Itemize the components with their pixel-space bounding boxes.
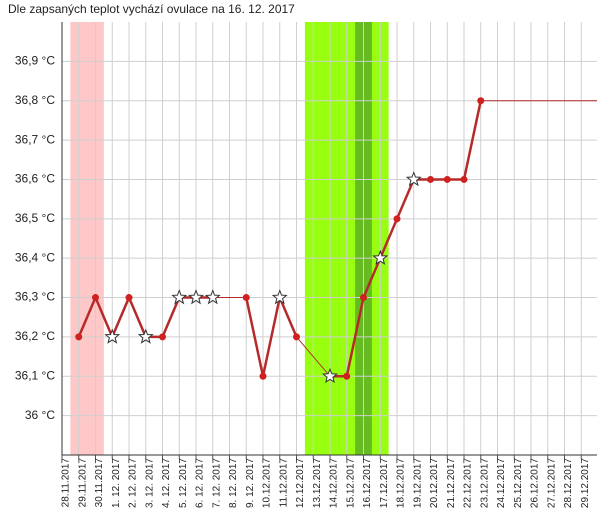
- star-marker: [321, 367, 339, 383]
- x-tick-label: 30.11.2017: [94, 458, 105, 508]
- x-tick-label: 18.12.2017: [396, 458, 407, 508]
- y-tick-label: 36 °C: [25, 408, 55, 422]
- dot-marker: [259, 372, 267, 380]
- dot-marker: [393, 215, 401, 223]
- x-tick-label: 21.12.2017: [446, 458, 457, 508]
- dot-marker: [360, 294, 367, 302]
- x-tick-label: 29.11.2017: [77, 458, 88, 508]
- x-tick-label: 10.12.2017: [262, 458, 273, 508]
- x-tick-label: 9. 12. 2017: [245, 458, 256, 508]
- x-tick-label: 5. 12. 2017: [178, 458, 189, 508]
- y-tick-label: 36,3 °C: [15, 290, 55, 304]
- x-tick-label: 25.12.2017: [513, 458, 524, 508]
- dot-marker: [343, 372, 351, 380]
- x-tick-label: 20.12.2017: [429, 458, 440, 508]
- x-tick-label: 17.12.2017: [379, 458, 390, 508]
- x-tick-label: 3. 12. 2017: [144, 458, 155, 508]
- x-tick-label: 22.12.2017: [463, 458, 474, 508]
- x-tick-label: 29.12.2017: [580, 458, 591, 508]
- dot-marker: [477, 97, 485, 105]
- x-tick-label: 14.12.2017: [329, 458, 340, 508]
- x-tick-label: 15.12.2017: [345, 458, 356, 508]
- x-tick-label: 27.12.2017: [546, 458, 557, 508]
- y-tick-label: 36,4 °C: [15, 250, 55, 264]
- band: [70, 22, 104, 455]
- chart-title: Dle zapsaných teplot vychází ovulace na …: [8, 2, 295, 16]
- star-marker: [204, 289, 221, 305]
- y-tick-label: 36,1 °C: [15, 368, 55, 382]
- x-tick-label: 16.12.2017: [362, 458, 373, 508]
- x-tick-label: 13.12.2017: [312, 458, 323, 508]
- dot-marker: [427, 175, 434, 183]
- y-tick-label: 36,9 °C: [15, 54, 55, 68]
- x-tick-label: 19.12.2017: [412, 458, 423, 508]
- star-marker: [187, 289, 205, 305]
- x-tick-label: 12.12.2017: [295, 458, 306, 508]
- star-marker: [271, 289, 288, 305]
- star-marker: [171, 289, 188, 305]
- star-marker: [137, 328, 154, 344]
- y-tick-label: 36,8 °C: [15, 93, 55, 107]
- star-marker: [405, 171, 422, 187]
- x-tick-label: 28.12.2017: [563, 458, 574, 508]
- star-marker: [372, 249, 389, 265]
- x-tick-label: 2. 12. 2017: [128, 458, 139, 508]
- y-tick-label: 36,7 °C: [15, 132, 55, 146]
- x-tick-label: 4. 12. 2017: [161, 458, 172, 508]
- dot-marker: [242, 294, 250, 302]
- x-tick-label: 8. 12. 2017: [228, 458, 239, 508]
- x-tick-label: 11.12.2017: [278, 458, 289, 508]
- dot-marker: [159, 333, 166, 341]
- x-tick-label: 23.12.2017: [479, 458, 490, 508]
- y-tick-label: 36,5 °C: [15, 211, 55, 225]
- x-tick-label: 1. 12. 2017: [111, 458, 122, 508]
- star-marker: [104, 328, 121, 344]
- dot-marker: [92, 294, 99, 302]
- dot-marker: [443, 175, 451, 183]
- x-tick-label: 24.12.2017: [496, 458, 507, 508]
- dot-marker: [460, 175, 468, 183]
- y-tick-label: 36,2 °C: [15, 329, 55, 343]
- dot-marker: [75, 333, 83, 341]
- x-tick-label: 28.11.2017: [61, 458, 72, 508]
- x-tick-label: 26.12.2017: [530, 458, 541, 508]
- y-tick-label: 36,6 °C: [15, 172, 55, 186]
- dot-marker: [293, 333, 300, 341]
- dot-marker: [125, 294, 133, 302]
- x-tick-label: 6. 12. 2017: [195, 458, 206, 508]
- x-tick-label: 7. 12. 2017: [211, 458, 222, 508]
